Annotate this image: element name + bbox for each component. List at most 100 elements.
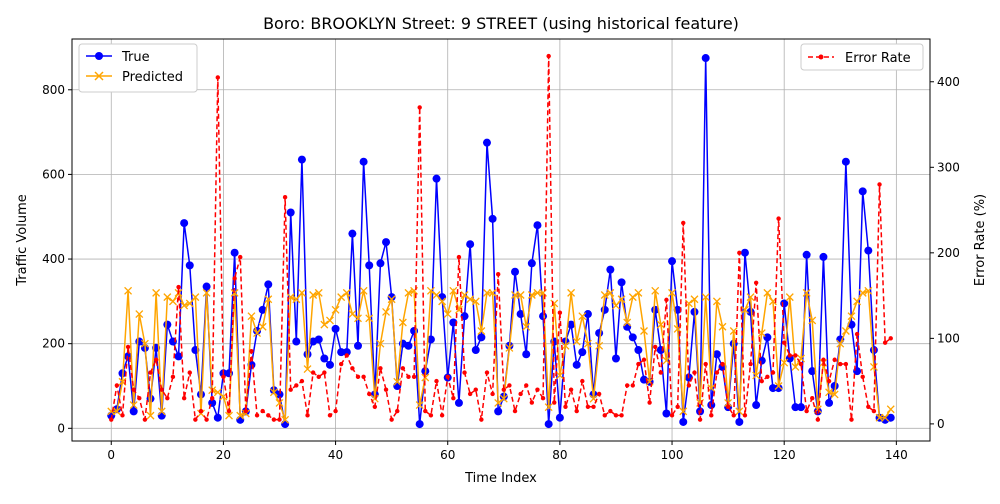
data-point-predicted xyxy=(185,299,194,308)
data-point-error-rate xyxy=(344,353,349,358)
data-point-error-rate xyxy=(411,374,417,380)
data-point-error-rate xyxy=(355,374,361,380)
data-point-predicted xyxy=(376,339,385,348)
data-point-true xyxy=(471,346,480,355)
data-point-error-rate xyxy=(383,387,389,392)
data-point-predicted xyxy=(466,295,475,304)
data-point-predicted xyxy=(483,288,491,297)
data-point-error-rate xyxy=(821,357,826,362)
data-point-error-rate xyxy=(714,370,720,375)
data-point-error-rate xyxy=(731,413,736,418)
data-point-predicted xyxy=(746,293,755,302)
data-point-error-rate xyxy=(838,361,843,367)
data-point-error-rate xyxy=(310,370,316,375)
data-point-true xyxy=(163,320,172,329)
data-point-error-rate xyxy=(709,413,714,418)
grid xyxy=(72,39,930,441)
data-point-true xyxy=(185,261,194,270)
x-tick-label: 140 xyxy=(885,448,908,462)
x-axis-label: Time Index xyxy=(464,471,537,486)
data-point-predicted xyxy=(808,316,817,325)
data-point-error-rate xyxy=(759,378,764,384)
plot-series xyxy=(107,53,895,429)
data-point-error-rate xyxy=(854,331,860,337)
data-point-true xyxy=(466,240,475,249)
data-point-error-rate xyxy=(591,404,596,409)
data-point-error-rate xyxy=(165,396,170,401)
data-point-error-rate xyxy=(888,336,893,341)
data-point-predicted xyxy=(303,365,312,374)
data-point-error-rate xyxy=(232,276,237,281)
data-point-true xyxy=(196,390,205,399)
data-point-predicted xyxy=(488,288,497,297)
data-point-predicted xyxy=(258,322,267,331)
data-point-error-rate xyxy=(338,361,344,367)
data-point-error-rate xyxy=(238,254,243,260)
data-point-predicted xyxy=(197,409,205,418)
data-point-error-rate xyxy=(630,383,635,388)
data-point-predicted xyxy=(785,293,794,302)
data-point-true xyxy=(583,310,592,319)
data-point-error-rate xyxy=(367,391,372,397)
data-point-error-rate xyxy=(540,396,546,401)
data-point-error-rate xyxy=(602,413,607,418)
data-point-true xyxy=(572,360,581,369)
data-point-true xyxy=(382,238,391,247)
data-point-error-rate xyxy=(456,254,462,260)
data-point-error-rate xyxy=(518,391,523,397)
data-point-error-rate xyxy=(423,408,428,414)
plot-frame xyxy=(71,38,931,442)
x-tick-label: 40 xyxy=(328,448,343,462)
data-point-predicted xyxy=(135,310,144,319)
data-point-predicted xyxy=(668,288,676,297)
data-point-error-rate xyxy=(260,408,265,414)
data-point-true xyxy=(740,248,749,257)
data-point-error-rate xyxy=(254,413,260,418)
data-point-true xyxy=(634,346,643,355)
data-point-predicted xyxy=(752,371,761,380)
data-point-true xyxy=(662,409,671,418)
data-point-error-rate xyxy=(613,413,619,418)
data-point-true xyxy=(757,356,766,365)
data-point-true xyxy=(522,350,531,359)
data-point-predicted xyxy=(690,295,699,304)
data-point-true xyxy=(679,417,688,426)
data-point-predicted xyxy=(606,288,615,297)
legend-error-label: Error Rate xyxy=(845,51,911,66)
x-tick-label: 120 xyxy=(773,448,796,462)
data-point-predicted xyxy=(847,312,856,321)
data-point-true xyxy=(180,219,189,228)
data-point-predicted xyxy=(168,297,177,306)
data-point-error-rate xyxy=(748,361,753,367)
data-point-error-rate xyxy=(697,417,703,422)
data-point-true xyxy=(808,367,817,376)
data-point-predicted xyxy=(460,291,469,299)
data-point-true xyxy=(297,155,306,164)
data-point-true xyxy=(174,352,183,361)
data-point-error-rate xyxy=(686,383,692,388)
data-point-error-rate xyxy=(765,374,770,380)
data-point-predicted xyxy=(712,297,721,306)
data-point-error-rate xyxy=(198,408,204,414)
data-point-error-rate xyxy=(316,374,321,380)
y-tick-label: 200 xyxy=(42,337,65,351)
data-point-true xyxy=(785,354,794,363)
data-point-true xyxy=(600,305,609,314)
data-point-predicted xyxy=(314,288,323,297)
data-point-predicted xyxy=(443,310,452,319)
data-point-error-rate xyxy=(181,396,187,401)
data-point-predicted xyxy=(180,301,189,310)
data-point-true xyxy=(488,214,497,223)
data-point-error-rate xyxy=(350,366,355,371)
data-point-predicted xyxy=(505,343,514,352)
data-point-true xyxy=(342,348,351,357)
data-point-error-rate xyxy=(299,378,305,384)
data-point-error-rate xyxy=(389,417,394,422)
data-point-true xyxy=(841,157,850,166)
data-point-predicted xyxy=(146,411,155,420)
data-point-error-rate xyxy=(495,272,501,277)
data-point-predicted xyxy=(628,293,637,302)
data-point-error-rate xyxy=(871,408,877,414)
data-point-predicted xyxy=(583,339,592,348)
